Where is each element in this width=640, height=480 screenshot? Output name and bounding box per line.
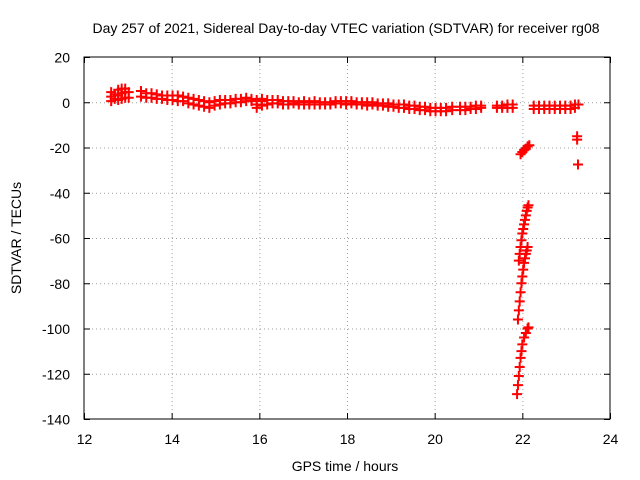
data-point <box>497 100 508 111</box>
data-point <box>188 93 199 104</box>
data-point <box>513 371 524 382</box>
data-point <box>514 296 525 307</box>
y-tick-label: -80 <box>50 276 70 292</box>
data-point <box>524 140 535 151</box>
data-point <box>299 96 310 107</box>
y-tick-label: -20 <box>50 140 70 156</box>
data-point <box>172 90 183 101</box>
x-tick-label: 24 <box>603 431 619 447</box>
data-point <box>204 97 215 108</box>
data-point <box>193 94 204 105</box>
series-descending-arc-1 <box>515 140 535 160</box>
data-point <box>304 97 315 108</box>
data-point <box>573 99 584 110</box>
data-point <box>476 100 487 111</box>
tick-labels: 12 14 16 18 20 22 24 -140 -120 -100 -80 -60 -40 -20 0 2… <box>42 50 619 448</box>
data-point <box>346 96 357 107</box>
data-point <box>465 101 476 112</box>
series-descending-arc-2 <box>513 200 534 266</box>
data-point <box>183 92 194 103</box>
data-point <box>367 97 378 108</box>
data-point <box>522 141 533 152</box>
x-tick-label: 14 <box>164 431 180 447</box>
plot-frame <box>83 56 611 420</box>
x-tick-label: 18 <box>340 431 356 447</box>
x-axis-label: GPS time / hours <box>292 458 399 474</box>
data-point <box>151 89 162 100</box>
data-point <box>507 99 518 110</box>
y-tick-label: 0 <box>62 95 70 111</box>
data-point <box>409 100 420 111</box>
data-point <box>309 96 320 107</box>
data-point <box>383 98 394 109</box>
chart-title: Day 257 of 2021, Sidereal Day-to-day VTE… <box>92 20 599 36</box>
data-point <box>512 380 523 391</box>
data-point <box>420 101 431 112</box>
y-tick-label: 20 <box>54 50 70 66</box>
x-tick-label: 16 <box>252 431 268 447</box>
y-tick-label: -40 <box>50 185 70 201</box>
series-descending-arc-4 <box>512 322 534 400</box>
data-point <box>178 91 189 102</box>
x-tick-label: 12 <box>77 431 93 447</box>
data-point <box>325 97 336 108</box>
data-point <box>398 99 409 110</box>
data-point <box>123 87 134 98</box>
x-tick-label: 22 <box>515 431 531 447</box>
series-isolated-late-points <box>572 131 584 170</box>
x-tick-label: 20 <box>427 431 443 447</box>
data-point <box>519 332 530 343</box>
data-point <box>209 96 220 107</box>
y-tick-label: -60 <box>50 231 70 247</box>
data-point <box>515 287 526 298</box>
data-point <box>146 88 157 99</box>
data-point <box>441 102 452 113</box>
data-point <box>293 97 304 108</box>
series-descending-arc-3 <box>512 242 533 325</box>
data-point <box>514 361 525 372</box>
data-points <box>106 83 584 400</box>
y-tick-label: -100 <box>42 321 70 337</box>
data-point <box>251 94 262 105</box>
data-point <box>512 314 523 325</box>
series-main-track <box>106 83 584 117</box>
y-tick-label: -140 <box>42 412 70 428</box>
data-point <box>520 328 531 339</box>
data-point <box>241 92 252 103</box>
y-tick-label: -120 <box>42 366 70 382</box>
data-point <box>225 94 236 105</box>
data-point <box>523 200 534 211</box>
data-point <box>246 93 257 104</box>
data-point <box>572 134 583 145</box>
data-point <box>522 242 533 253</box>
data-point <box>512 389 523 400</box>
data-point <box>565 100 576 111</box>
data-point <box>256 93 267 104</box>
data-point <box>513 305 524 316</box>
data-point <box>199 96 210 107</box>
data-point <box>517 339 528 350</box>
data-point <box>288 96 299 107</box>
data-point <box>235 93 246 104</box>
data-point <box>272 94 283 105</box>
data-point <box>573 159 584 170</box>
data-point <box>135 85 146 96</box>
y-axis-label: SDTVAR / TECUs <box>8 182 24 294</box>
data-point <box>523 322 534 333</box>
